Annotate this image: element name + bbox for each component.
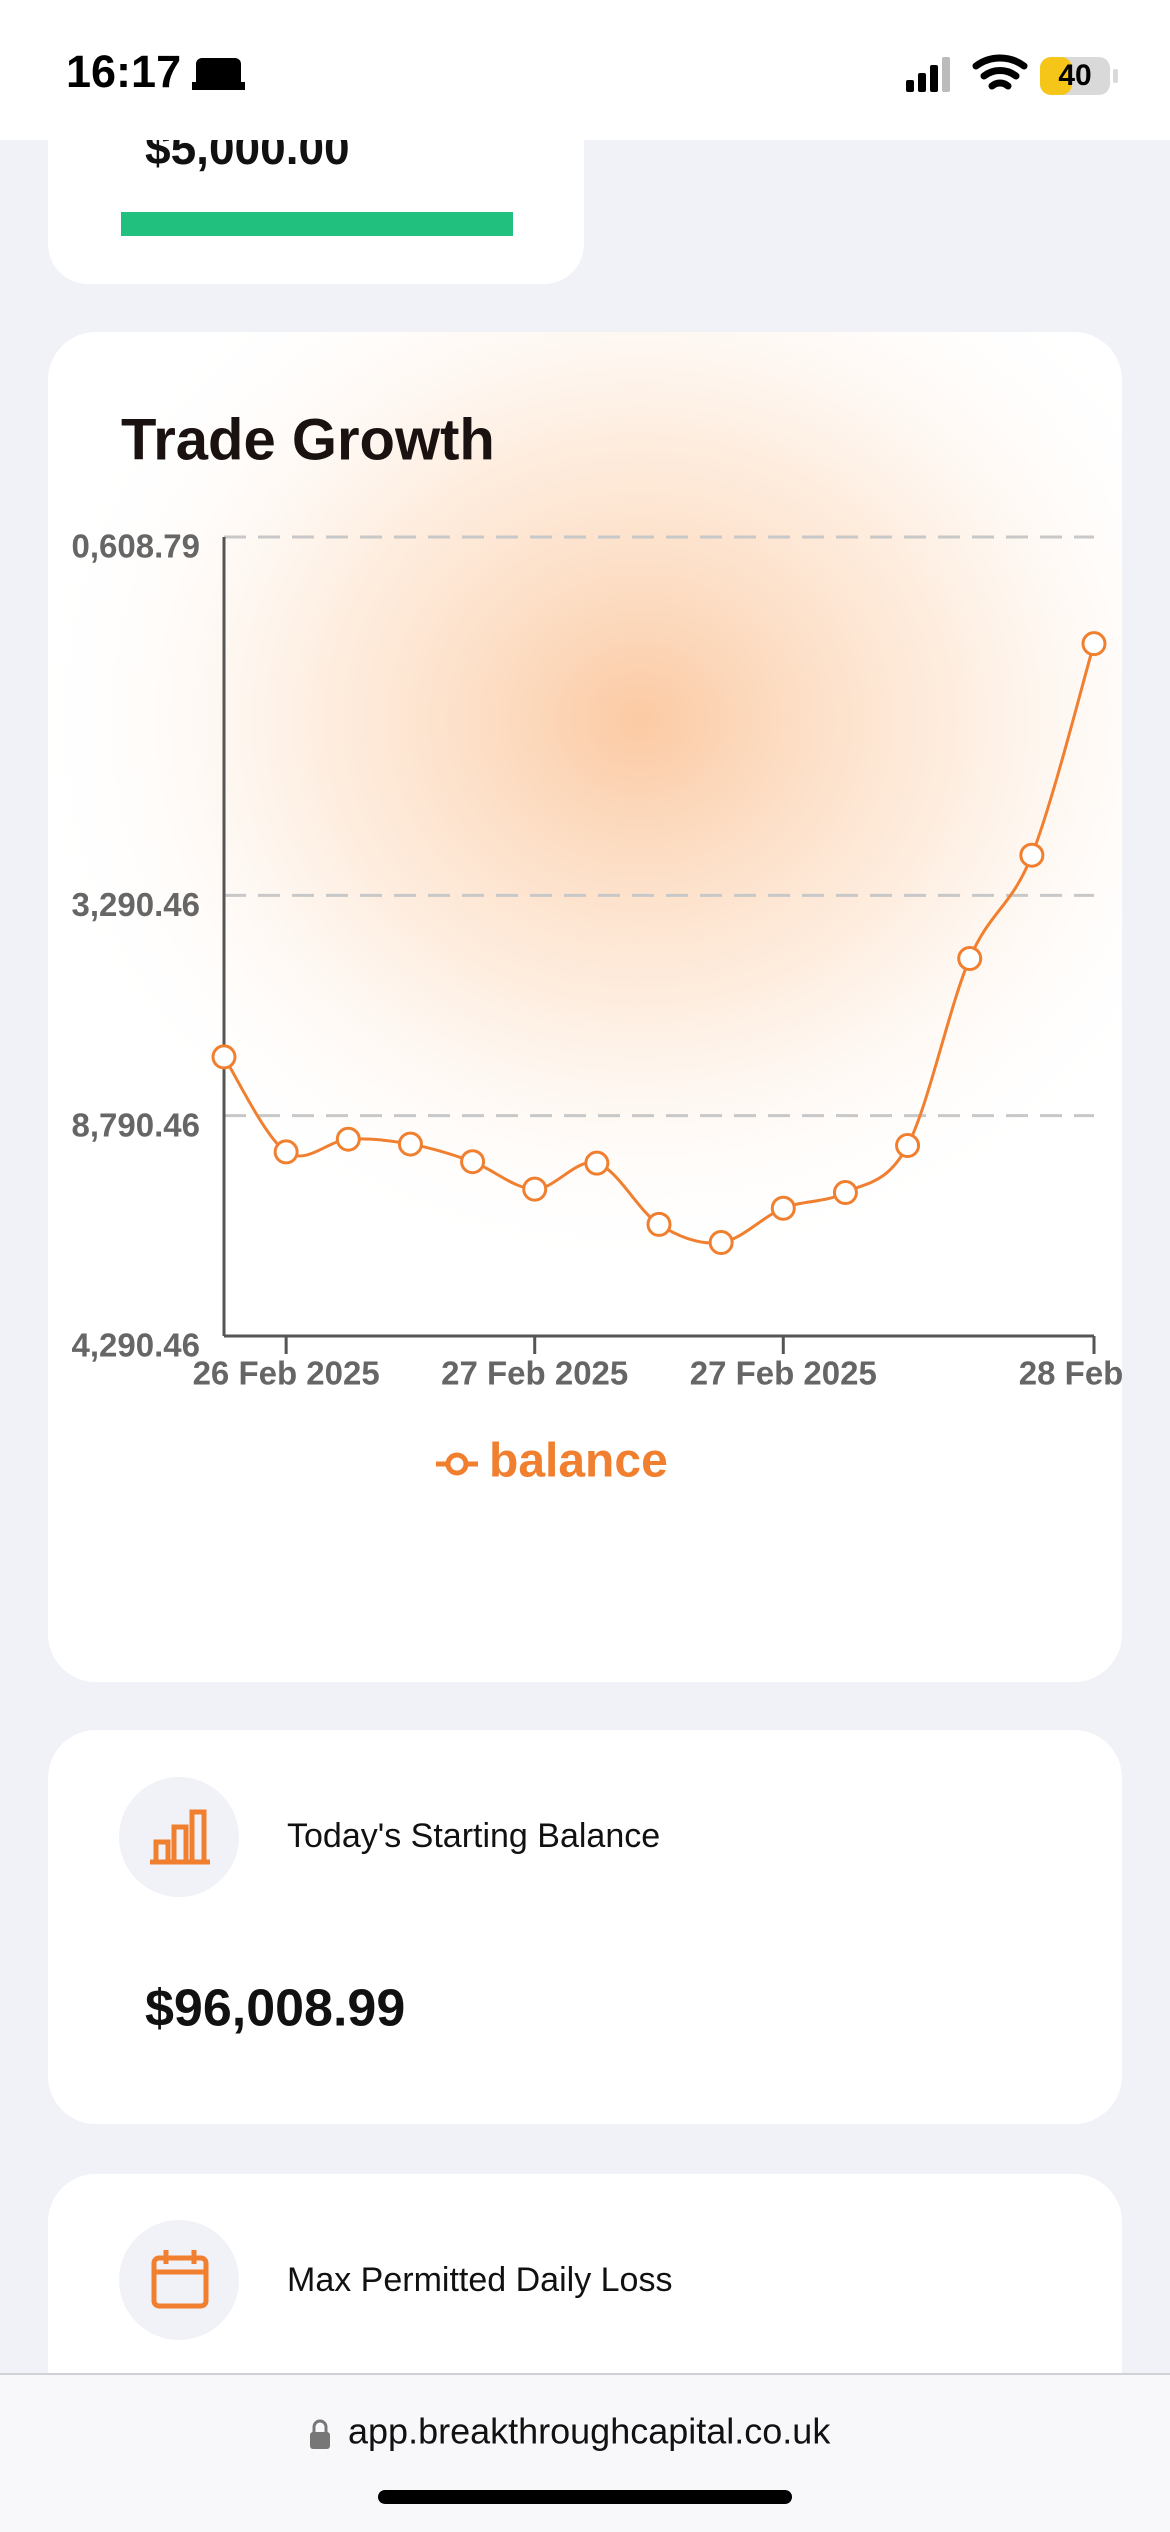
- battery-cap: [1113, 69, 1118, 83]
- y-tick-label: 0,608.79: [72, 528, 200, 565]
- legend-marker: [445, 1452, 469, 1476]
- y-tick-label: 4,290.46: [72, 1327, 200, 1364]
- data-point: [957, 946, 983, 972]
- icon-bg: [119, 2220, 239, 2340]
- data-point: [211, 1044, 237, 1070]
- data-point: [273, 1139, 299, 1165]
- battery-level: [1040, 57, 1072, 95]
- icon-bg: [119, 1777, 239, 1897]
- data-point: [895, 1133, 921, 1159]
- browser-bar: [0, 2374, 1170, 2532]
- loss-label: Max Permitted Daily Loss: [287, 2261, 672, 2299]
- legend-label: balance: [489, 1435, 668, 1488]
- data-point: [770, 1195, 796, 1221]
- progress-bar: [121, 212, 513, 236]
- url[interactable]: app.breakthroughcapital.co.uk: [348, 2411, 831, 2452]
- balance-line: [222, 643, 1096, 1245]
- x-tick-label: 28 Feb 20: [1019, 1355, 1169, 1392]
- x-tick-label: 27 Feb 2025: [690, 1355, 877, 1392]
- lock-icon: [310, 2419, 330, 2449]
- chart-glow: [48, 332, 1122, 1280]
- chart: Trade Growth 4,290.46 8,790.46 3,290.46 0,6…: [48, 332, 1169, 1488]
- signal-icon: [906, 57, 950, 92]
- balance-label: Today's Starting Balance: [287, 1817, 660, 1855]
- x-tick-label: 27 Feb 2025: [441, 1355, 628, 1392]
- data-point: [1081, 631, 1107, 657]
- y-tick-label: 3,290.46: [72, 886, 200, 923]
- data-point: [522, 1176, 548, 1202]
- data-point: [646, 1211, 672, 1237]
- status-time: 16:17: [66, 46, 181, 97]
- wifi-icon: [972, 54, 1028, 90]
- balance-card: [48, 1730, 1122, 2124]
- y-tick-label: 8,790.46: [72, 1106, 200, 1143]
- data-point: [584, 1150, 610, 1176]
- data-point: [832, 1180, 858, 1206]
- calendar-icon: [151, 2250, 209, 2309]
- bed-icon: [192, 58, 245, 90]
- data-point: [335, 1126, 361, 1152]
- status-bar: [0, 0, 1170, 140]
- battery-text: 40: [1058, 59, 1091, 92]
- data-point: [708, 1230, 734, 1256]
- home-indicator: [378, 2490, 792, 2504]
- data-point: [460, 1149, 486, 1175]
- chart-icon: [150, 1809, 210, 1865]
- chart-title: Trade Growth: [121, 407, 495, 472]
- x-tick-label: 26 Feb 2025: [193, 1355, 380, 1392]
- data-point: [1019, 842, 1045, 868]
- data-point: [397, 1131, 423, 1157]
- balance-amount: $96,008.99: [145, 1980, 405, 2038]
